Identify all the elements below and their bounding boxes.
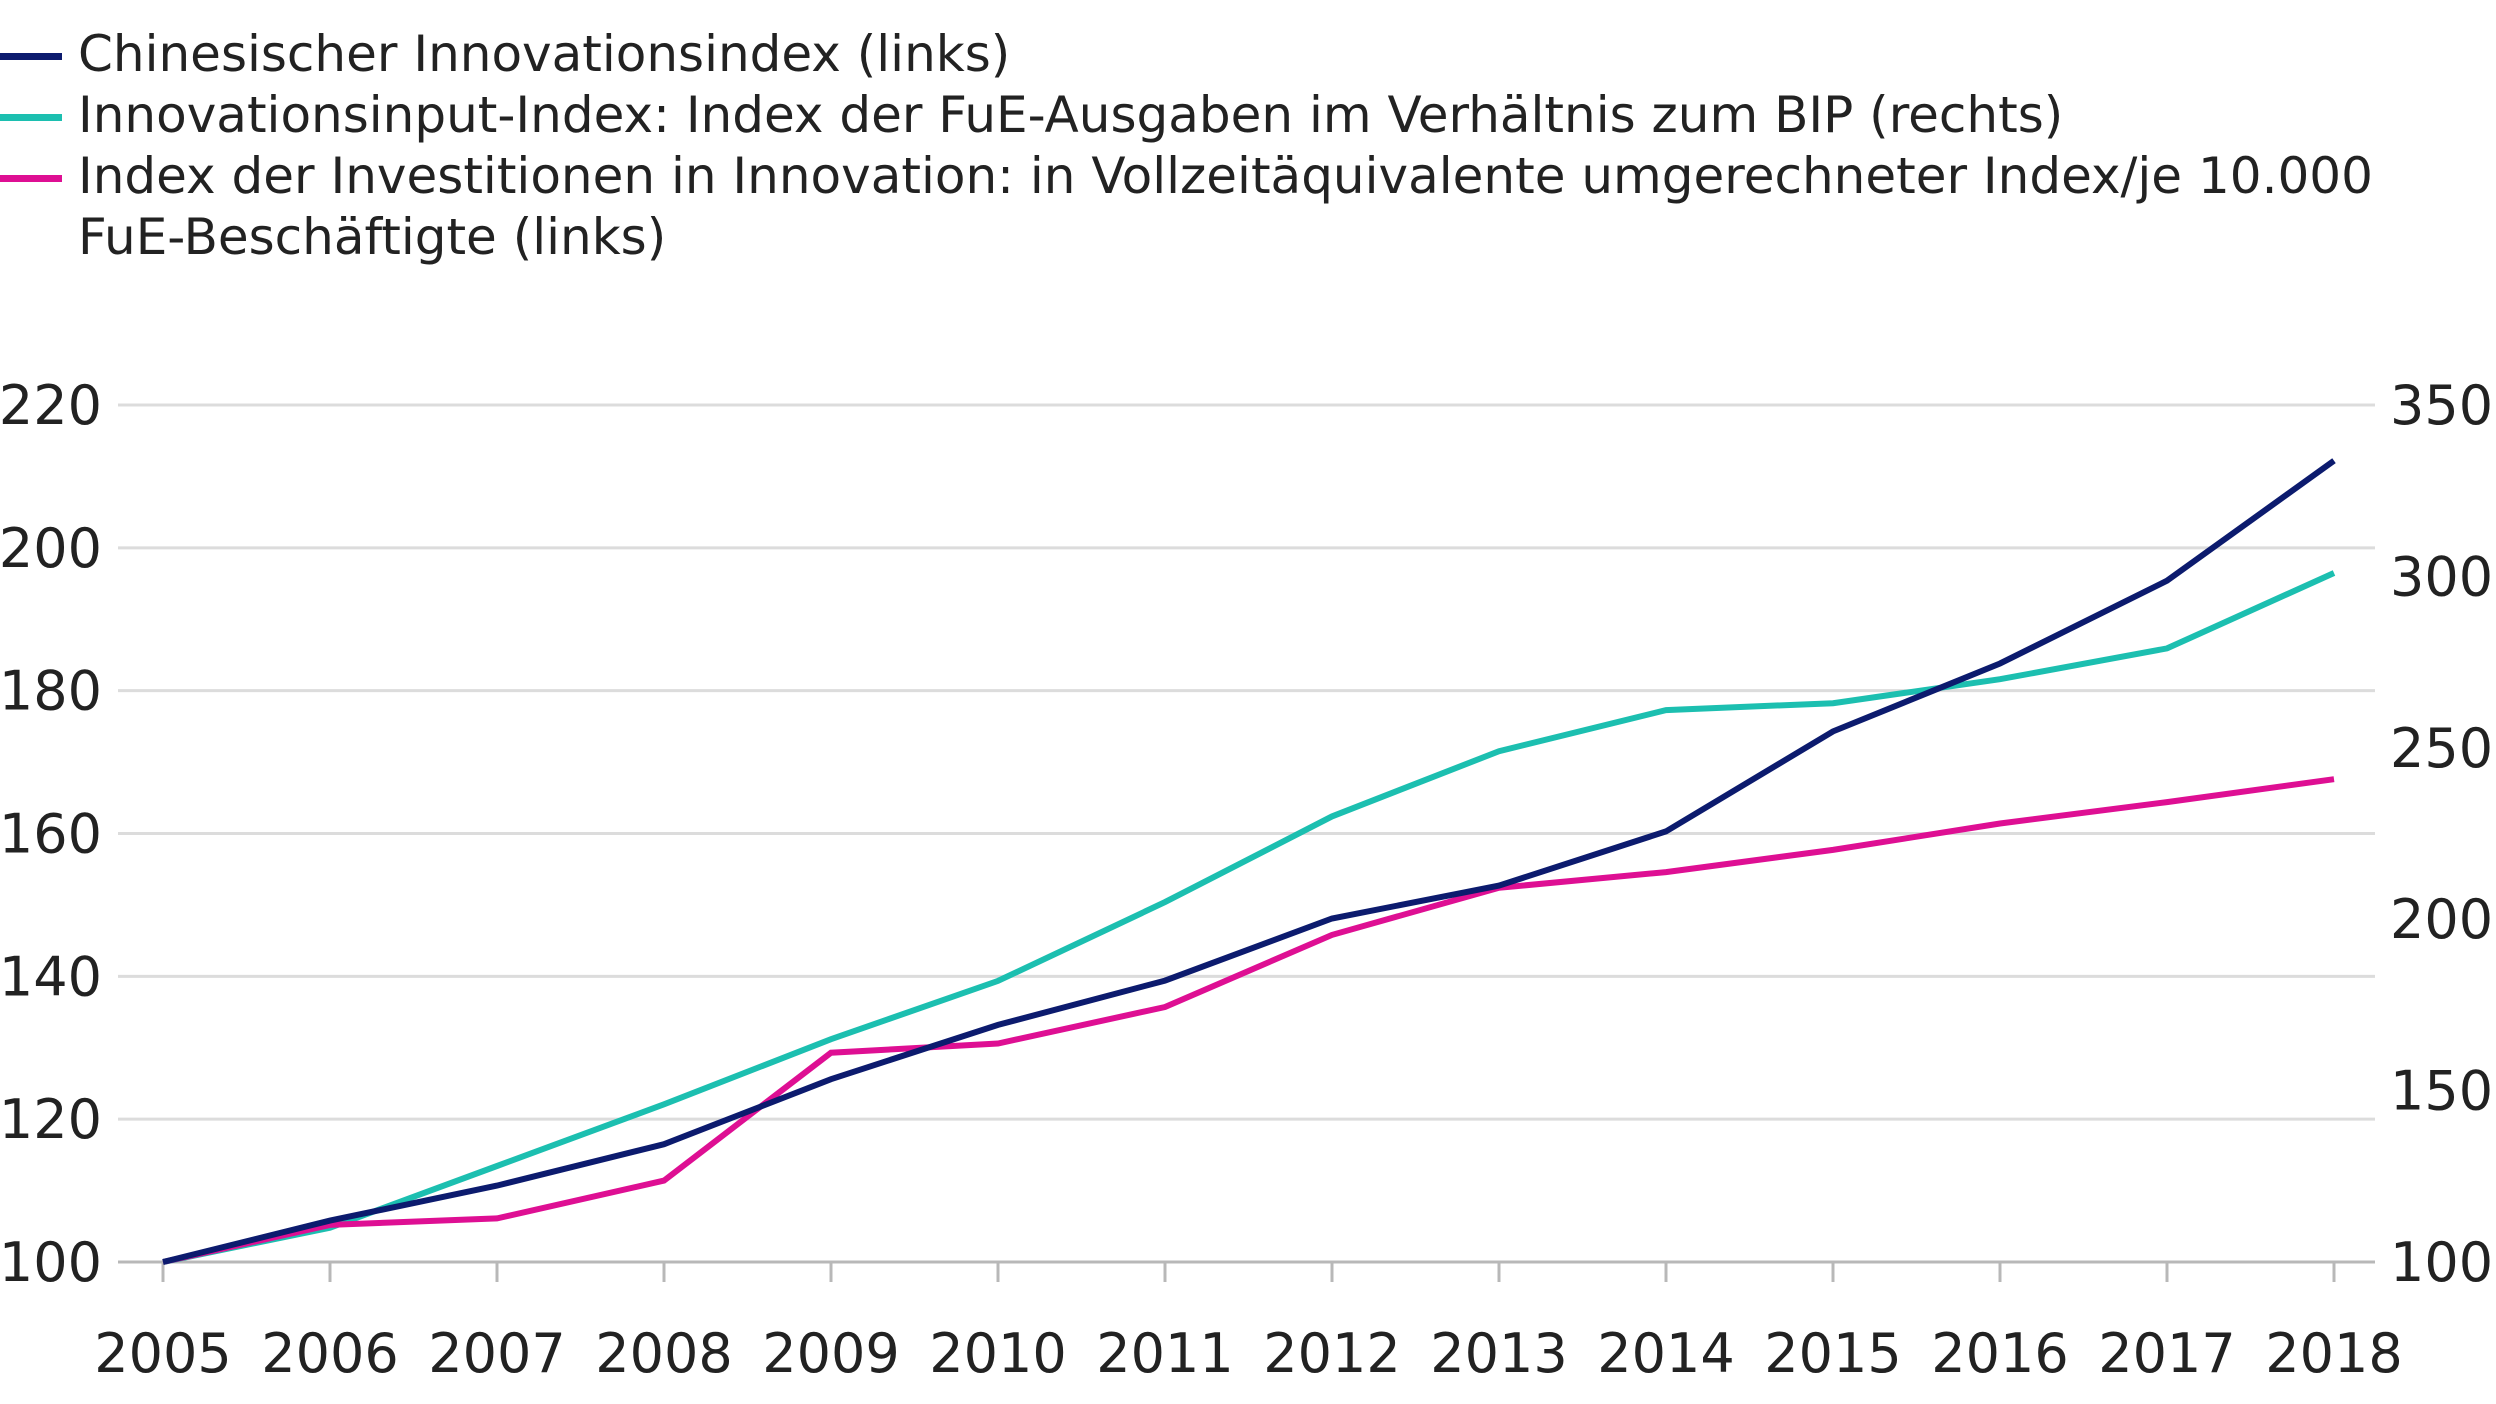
y-left-tick-label: 220 — [0, 374, 102, 437]
legend-label-innovationsindex: Chinesischer Innovationsindex (links) — [78, 25, 1011, 83]
x-tick-label: 2008 — [595, 1322, 732, 1385]
series-innovationsinput-line — [162, 570, 2336, 1265]
x-tick-label: 2014 — [1597, 1322, 1734, 1385]
legend-label-investitionen: Index der Investitionen in Innovation: i… — [78, 147, 2373, 266]
y-left-tick-label: 140 — [0, 945, 102, 1008]
legend-swatch-innovationsinput — [0, 114, 62, 121]
x-tick-label: 2012 — [1263, 1322, 1400, 1385]
y-left-tick-label: 200 — [0, 517, 102, 580]
y-left-tick-label: 180 — [0, 660, 102, 723]
x-tick-label: 2011 — [1096, 1322, 1233, 1385]
series-innovationsindex-line — [162, 458, 2336, 1265]
x-tick-label: 2005 — [94, 1322, 231, 1385]
y-right-tick-label: 200 — [2390, 888, 2493, 951]
y-right-tick-label: 100 — [2390, 1231, 2493, 1294]
legend-item-innovationsindex: Chinesischer Innovationsindex (links) — [0, 24, 2440, 85]
legend-item-investitionen: Index der Investitionen in Innovation: i… — [0, 146, 2440, 268]
y-left-tick-label: 120 — [0, 1088, 102, 1151]
y-right-tick-label: 150 — [2390, 1060, 2493, 1123]
x-tick-label: 2017 — [2098, 1322, 2235, 1385]
x-tick-label: 2015 — [1764, 1322, 1901, 1385]
y-right-tick-label: 300 — [2390, 545, 2493, 608]
x-tick-label: 2018 — [2265, 1322, 2402, 1385]
x-tick-label: 2009 — [762, 1322, 899, 1385]
legend-item-innovationsinput: Innovationsinput-Index: Index der FuE-Au… — [0, 85, 2440, 146]
x-tick-label: 2016 — [1931, 1322, 2068, 1385]
x-tick-label: 2007 — [428, 1322, 565, 1385]
series-investitionen-line — [162, 776, 2335, 1265]
x-tick-label: 2006 — [261, 1322, 398, 1385]
x-tick-label: 2013 — [1430, 1322, 1567, 1385]
legend-swatch-innovationsindex — [0, 53, 62, 60]
legend: Chinesischer Innovationsindex (links) In… — [0, 24, 2440, 268]
legend-swatch-investitionen — [0, 175, 62, 182]
y-right-tick-label: 250 — [2390, 717, 2493, 780]
legend-label-innovationsinput: Innovationsinput-Index: Index der FuE-Au… — [78, 86, 2064, 144]
y-left-tick-label: 100 — [0, 1231, 102, 1294]
y-right-tick-label: 350 — [2390, 374, 2493, 437]
x-tick-label: 2010 — [929, 1322, 1066, 1385]
y-left-tick-label: 160 — [0, 803, 102, 866]
